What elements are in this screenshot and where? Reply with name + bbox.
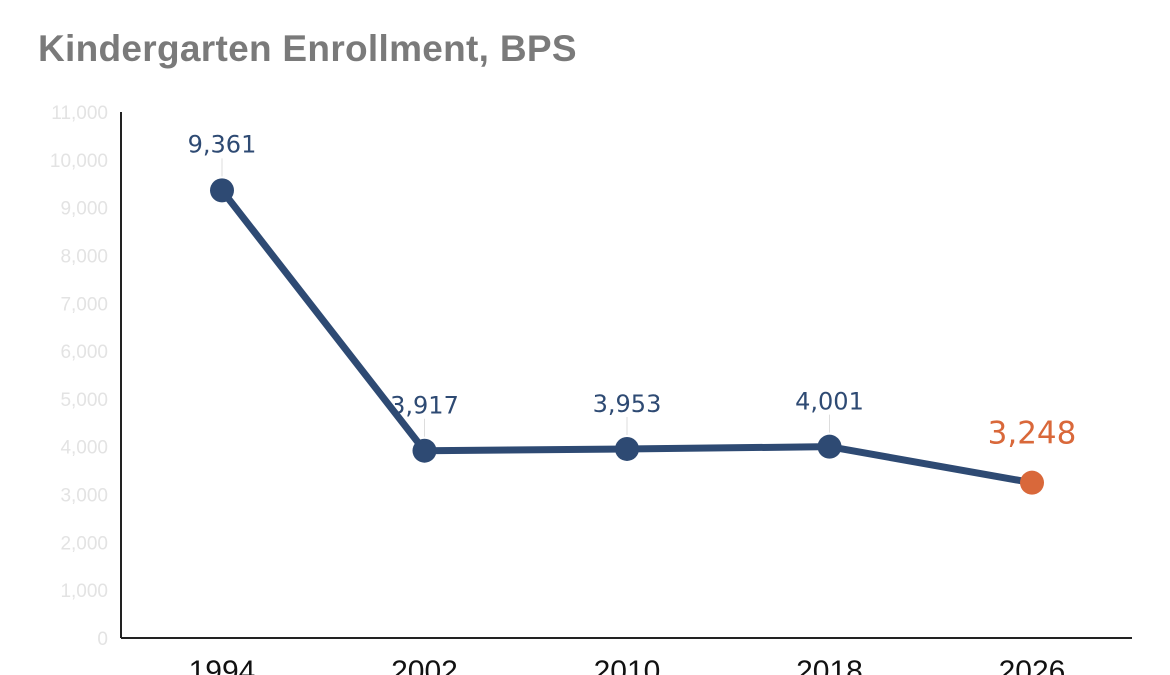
x-tick-label: 2018 — [796, 655, 863, 675]
y-tick-label: 11,000 — [51, 103, 108, 124]
data-label: 3,953 — [593, 390, 662, 418]
data-label: 3,917 — [390, 392, 459, 420]
data-point — [412, 438, 437, 463]
y-tick-label: 8,000 — [60, 246, 108, 267]
y-tick-label: 7,000 — [60, 294, 108, 315]
data-point — [615, 436, 639, 461]
y-tick-label: 9,000 — [60, 199, 108, 220]
y-tick-label: 10,000 — [50, 151, 108, 172]
data-point — [817, 434, 842, 459]
data-point — [1020, 470, 1044, 495]
y-tick-label: 6,000 — [60, 342, 108, 363]
y-tick-label: 0 — [97, 629, 108, 650]
x-tick-label: 1994 — [189, 655, 256, 675]
y-tick-label: 5,000 — [60, 390, 108, 411]
data-label: 3,248 — [988, 416, 1077, 452]
chart-title: Kindergarten Enrollment, BPS — [38, 28, 577, 69]
data-point — [210, 178, 234, 203]
data-label: 9,361 — [188, 130, 257, 158]
y-tick-label: 3,000 — [60, 486, 108, 507]
x-tick-label: 2002 — [391, 655, 458, 675]
y-tick-label: 1,000 — [60, 581, 108, 602]
data-label: 4,001 — [795, 388, 864, 416]
x-tick-label: 2010 — [594, 655, 661, 675]
y-tick-label: 4,000 — [60, 438, 108, 459]
x-tick-label: 2026 — [999, 655, 1066, 675]
y-tick-label: 2,000 — [60, 533, 108, 554]
